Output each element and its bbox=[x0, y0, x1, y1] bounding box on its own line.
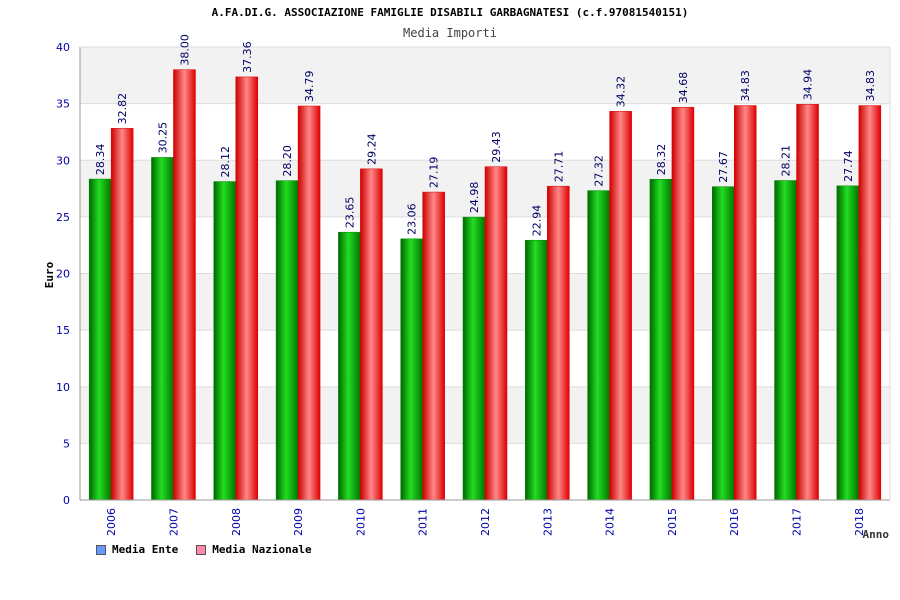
x-tick-label: 2017 bbox=[791, 508, 804, 536]
y-tick-label: 35 bbox=[56, 98, 70, 111]
data-label: 38.00 bbox=[178, 34, 191, 66]
bar-nazionale bbox=[547, 185, 570, 501]
bar-ente bbox=[338, 231, 361, 501]
data-label: 29.24 bbox=[365, 133, 378, 165]
data-label: 23.65 bbox=[343, 197, 356, 229]
bar-ente bbox=[213, 181, 237, 501]
y-tick-label: 10 bbox=[56, 381, 70, 394]
legend: Media Ente Media Nazionale bbox=[96, 543, 312, 556]
data-label: 34.79 bbox=[303, 71, 316, 103]
x-tick-label: 2007 bbox=[167, 508, 180, 536]
data-label: 34.32 bbox=[615, 76, 628, 108]
bar-nazionale bbox=[609, 111, 632, 501]
data-label: 24.98 bbox=[468, 182, 481, 214]
bar-ente bbox=[151, 157, 174, 501]
y-tick-label: 20 bbox=[56, 268, 70, 281]
data-label: 34.94 bbox=[802, 69, 815, 101]
data-label: 28.21 bbox=[780, 145, 793, 177]
x-tick-label: 2018 bbox=[853, 508, 866, 536]
bar-ente bbox=[400, 238, 423, 501]
y-tick-label: 40 bbox=[56, 41, 70, 54]
bar-nazionale bbox=[173, 69, 196, 501]
data-label: 32.82 bbox=[116, 93, 129, 124]
bar-nazionale bbox=[297, 105, 321, 501]
legend-label-nazionale: Media Nazionale bbox=[212, 543, 312, 556]
data-label: 27.32 bbox=[593, 155, 606, 187]
legend-swatch-nazionale bbox=[196, 544, 207, 555]
data-label: 37.36 bbox=[241, 41, 254, 73]
y-tick-label: 30 bbox=[56, 154, 70, 167]
data-label: 27.67 bbox=[717, 151, 730, 183]
bar-ente bbox=[587, 190, 610, 501]
y-tick-label: 15 bbox=[56, 324, 70, 337]
data-label: 23.06 bbox=[406, 203, 419, 235]
bar-nazionale bbox=[110, 128, 134, 501]
x-tick-label: 2014 bbox=[604, 508, 617, 536]
x-tick-label: 2008 bbox=[230, 508, 243, 536]
bar-nazionale bbox=[360, 168, 383, 501]
y-axis-title: Euro bbox=[43, 261, 56, 288]
bar-nazionale bbox=[796, 104, 819, 501]
y-tick-label: 25 bbox=[56, 211, 70, 224]
bar-nazionale bbox=[858, 105, 882, 501]
x-tick-label: 2015 bbox=[666, 508, 679, 536]
bar-ente bbox=[525, 239, 548, 501]
x-tick-label: 2009 bbox=[292, 508, 305, 536]
bar-ente bbox=[774, 180, 797, 501]
x-tick-label: 2006 bbox=[105, 508, 118, 536]
legend-item-ente: Media Ente bbox=[96, 543, 178, 556]
data-label: 28.12 bbox=[219, 146, 232, 178]
grid-band bbox=[80, 47, 890, 104]
legend-item-nazionale: Media Nazionale bbox=[196, 543, 312, 556]
x-tick-label: 2011 bbox=[417, 508, 430, 536]
bar-nazionale bbox=[235, 76, 259, 501]
data-label: 30.25 bbox=[156, 122, 169, 154]
x-tick-label: 2013 bbox=[541, 508, 554, 536]
bar-ente bbox=[711, 186, 735, 501]
x-tick-label: 2010 bbox=[354, 508, 367, 536]
y-tick-label: 5 bbox=[63, 437, 70, 450]
data-label: 28.32 bbox=[655, 144, 668, 176]
data-label: 27.71 bbox=[552, 151, 565, 183]
x-tick-label: 2012 bbox=[479, 508, 492, 536]
data-label: 27.19 bbox=[428, 157, 441, 189]
bar-ente bbox=[649, 179, 673, 501]
x-tick-label: 2016 bbox=[728, 508, 741, 536]
data-label: 28.20 bbox=[281, 145, 294, 177]
bar-nazionale bbox=[484, 166, 508, 501]
data-label: 34.83 bbox=[739, 70, 752, 102]
y-tick-label: 0 bbox=[63, 494, 70, 507]
data-label: 27.74 bbox=[842, 150, 855, 182]
bar-nazionale bbox=[422, 191, 445, 501]
data-label: 28.34 bbox=[94, 144, 107, 176]
data-label: 22.94 bbox=[530, 205, 543, 237]
bar-ente bbox=[88, 178, 112, 501]
bar-ente bbox=[836, 185, 860, 501]
data-label: 34.83 bbox=[864, 70, 877, 102]
data-label: 29.43 bbox=[490, 131, 503, 163]
bar-nazionale bbox=[733, 105, 757, 501]
chart-title: A.FA.DI.G. ASSOCIAZIONE FAMIGLIE DISABIL… bbox=[211, 6, 689, 19]
legend-swatch-ente bbox=[96, 544, 106, 555]
bar-ente bbox=[275, 180, 299, 501]
legend-label-ente: Media Ente bbox=[112, 543, 179, 556]
chart-subtitle: Media Importi bbox=[403, 26, 497, 40]
bar-ente bbox=[462, 216, 486, 501]
bar-nazionale bbox=[671, 106, 695, 501]
data-label: 34.68 bbox=[677, 72, 690, 104]
x-axis-title: Anno bbox=[863, 528, 890, 541]
